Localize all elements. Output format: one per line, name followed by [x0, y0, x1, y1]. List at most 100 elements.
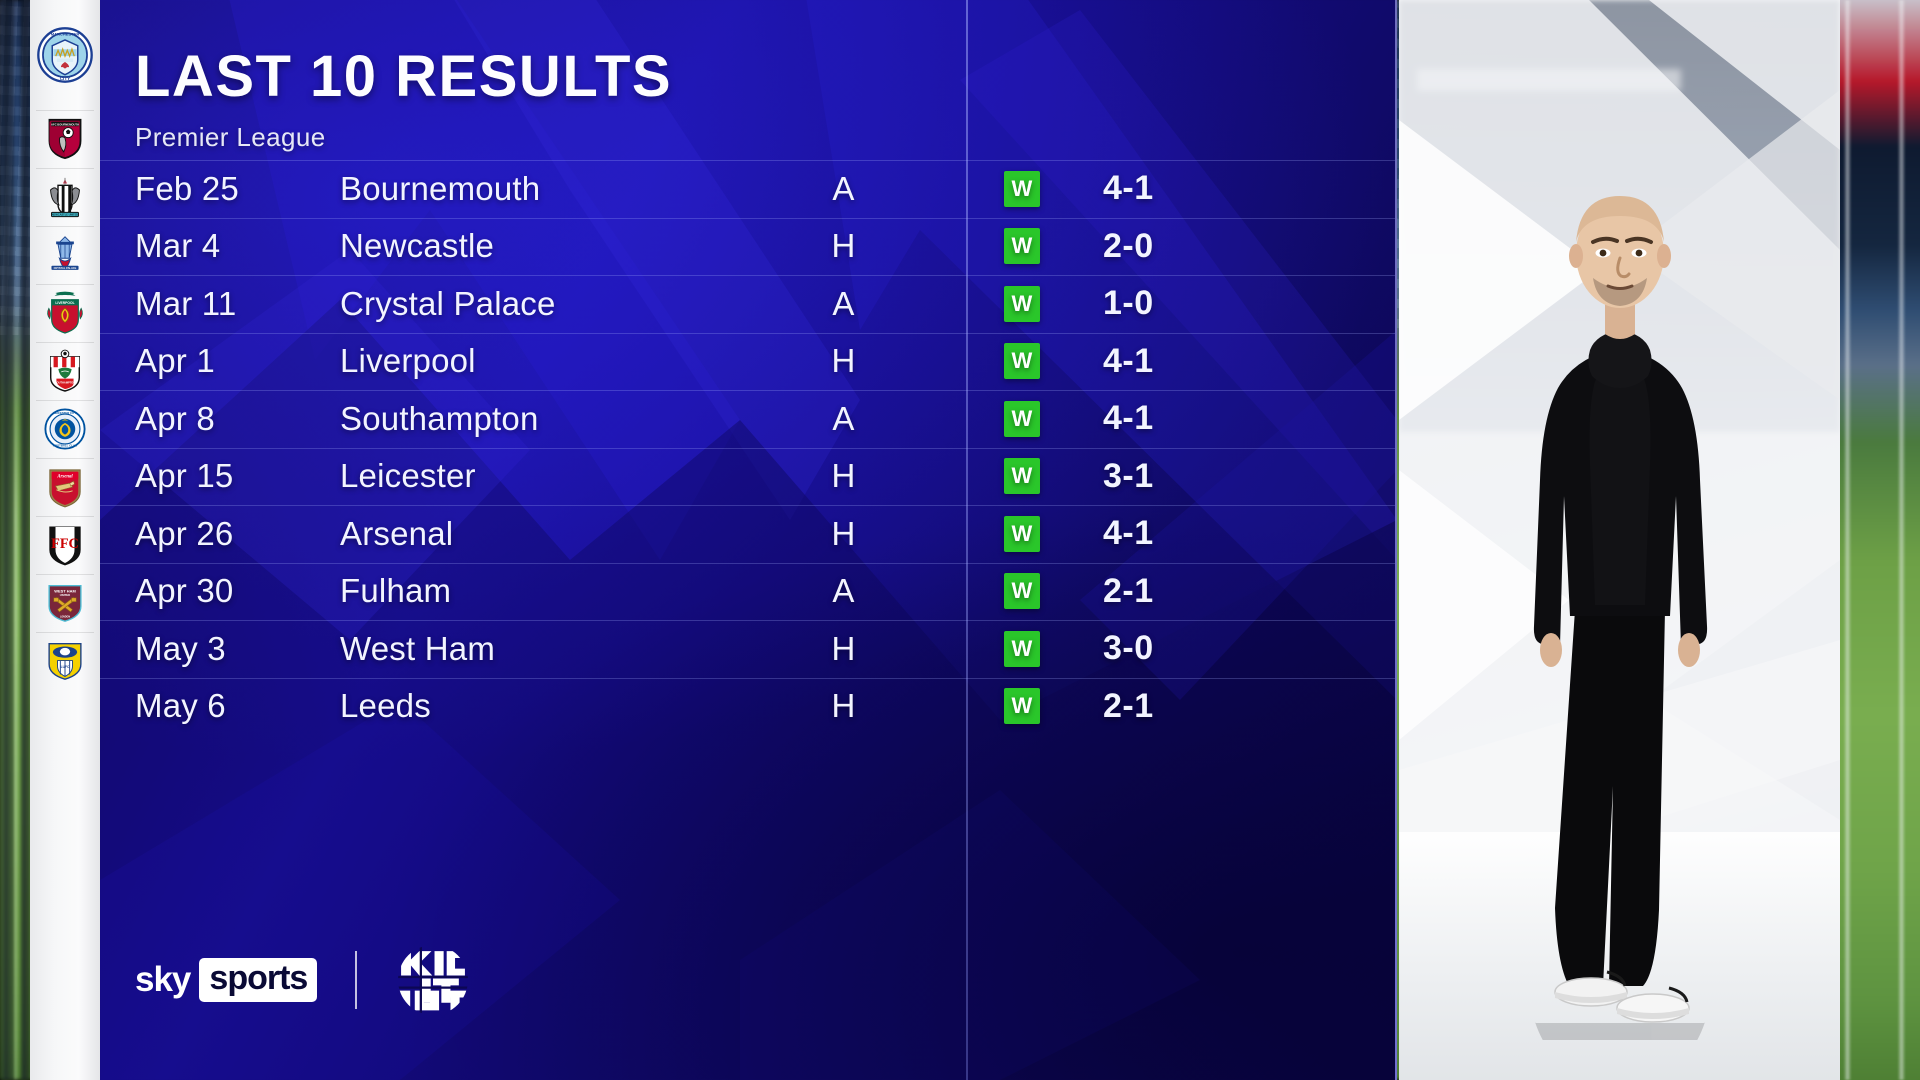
cell-score: 2-1	[1103, 686, 1154, 725]
sports-wordmark: sports	[199, 958, 318, 1002]
cell-result: W	[967, 573, 1077, 610]
sky-sports-logo: sky sports	[135, 958, 318, 1002]
cell-score: 1-0	[1103, 284, 1154, 323]
cell-venue: H	[831, 342, 856, 380]
cell-venue: A	[832, 399, 855, 437]
table-row[interactable]: Mar 4 Newcastle H W 2-0	[100, 217, 1395, 276]
crest-cell-leeds[interactable]: LUFC	[30, 632, 100, 690]
svg-text:UNITED: UNITED	[60, 593, 70, 597]
cell-date: Apr 26	[135, 514, 234, 552]
right-stadium-sliver	[1840, 0, 1920, 1080]
cell-opponent: Crystal Palace	[340, 284, 556, 322]
result-badge-win: W	[1004, 458, 1040, 495]
cell-opponent: Liverpool	[340, 342, 476, 380]
result-badge-win: W	[1004, 630, 1040, 667]
cell-venue: A	[832, 169, 855, 207]
cell-opponent: Bournemouth	[340, 169, 541, 207]
svg-text:LIVERPOOL: LIVERPOOL	[55, 301, 74, 305]
cell-venue: H	[831, 514, 856, 552]
table-row[interactable]: May 3 West Ham H W 3-0	[100, 620, 1395, 678]
cell-result: W	[967, 285, 1077, 322]
cell-result: W	[967, 343, 1077, 380]
table-row[interactable]: May 6 Leeds H W 2-1	[100, 677, 1395, 736]
cell-opponent: Fulham	[340, 572, 452, 610]
crest-cell-leicester[interactable]: LEICESTER CITY FOOTBALL CLUB	[30, 400, 100, 458]
cell-venue: A	[832, 284, 855, 322]
crest-cell-bournemouth[interactable]: AFC BOURNEMOUTH	[30, 110, 100, 168]
cell-venue: H	[831, 457, 856, 495]
svg-text:LUFC: LUFC	[61, 665, 70, 669]
newcastle-crest: NEWCASTLE UNITED	[50, 177, 80, 218]
cell-result: W	[967, 458, 1077, 495]
table-row[interactable]: Apr 15 Leicester H W 3-1	[100, 447, 1395, 506]
crest-cell-southampton[interactable]: SOUTHAMPTON	[30, 342, 100, 400]
cell-opponent: Leicester	[340, 457, 476, 495]
crest-cell-crystal-palace[interactable]: CRYSTAL PALACE	[30, 226, 100, 284]
crest-cell-fulham[interactable]: FFC	[30, 516, 100, 574]
advert-board	[1416, 69, 1682, 91]
svg-text:FOOTBALL CLUB: FOOTBALL CLUB	[53, 444, 77, 448]
result-badge-win: W	[1004, 400, 1040, 437]
cell-date: Mar 11	[135, 284, 237, 322]
cell-result: W	[967, 170, 1077, 207]
crest-cell-manchester-city[interactable]: MANCHESTER CITY	[30, 0, 100, 110]
table-row[interactable]: Apr 26 Arsenal H W 4-1	[100, 505, 1395, 563]
crest-cell-liverpool[interactable]: LIVERPOOL	[30, 284, 100, 342]
result-badge-win: W	[1004, 228, 1040, 265]
crystal-palace-crest: CRYSTAL PALACE	[51, 236, 79, 270]
stadium-pillar	[0, 0, 14, 1080]
results-panel: LAST 10 RESULTS Premier League Feb 25 Bo…	[100, 0, 1397, 1080]
page-subtitle: Premier League	[135, 122, 326, 152]
cell-venue: A	[832, 572, 855, 610]
cell-date: Apr 30	[135, 572, 234, 610]
bournemouth-crest: AFC BOURNEMOUTH	[48, 118, 82, 160]
logo-divider	[355, 951, 358, 1009]
cell-score: 3-1	[1103, 456, 1154, 495]
result-badge-win: W	[1004, 573, 1040, 610]
club-crest-rail: MANCHESTER CITY AFC BOURNEMOUTH	[30, 0, 100, 1080]
cell-result: W	[967, 630, 1077, 667]
result-badge-win: W	[1004, 515, 1040, 552]
manager-figure	[1533, 196, 1708, 1040]
result-badge-win: W	[1004, 688, 1040, 725]
cell-opponent: West Ham	[340, 629, 496, 667]
crest-cell-west-ham[interactable]: WEST HAM UNITED LONDON	[30, 574, 100, 632]
arsenal-crest: Arsenal	[49, 469, 81, 508]
table-row[interactable]: Apr 30 Fulham A W 2-1	[100, 562, 1395, 621]
fulham-crest: FFC	[49, 526, 81, 566]
table-row[interactable]: Apr 1 Liverpool H W 4-1	[100, 332, 1395, 391]
panel-shading	[100, 0, 1395, 1080]
southampton-crest: SOUTHAMPTON	[50, 349, 80, 392]
cell-date: Apr 15	[135, 457, 234, 495]
cell-result: W	[967, 515, 1077, 552]
result-badge-win: W	[1004, 285, 1040, 322]
cell-date: May 3	[135, 629, 226, 667]
table-row[interactable]: Mar 11 Crystal Palace A W 1-0	[100, 275, 1395, 333]
cell-score: 4-1	[1103, 399, 1154, 438]
crest-cell-arsenal[interactable]: Arsenal	[30, 458, 100, 516]
svg-text:CITY: CITY	[60, 76, 71, 81]
crest-cell-newcastle[interactable]: NEWCASTLE UNITED	[30, 168, 100, 226]
svg-text:AFC BOURNEMOUTH: AFC BOURNEMOUTH	[51, 122, 79, 126]
liverpool-crest: LIVERPOOL	[47, 291, 83, 334]
table-row[interactable]: Feb 25 Bournemouth A W 4-1	[100, 160, 1395, 218]
stadium-pillar	[20, 0, 30, 1080]
cell-score: 2-1	[1103, 571, 1154, 610]
cell-score: 4-1	[1103, 341, 1154, 380]
svg-text:LEICESTER CITY: LEICESTER CITY	[54, 411, 77, 415]
panel-header: LAST 10 RESULTS Premier League	[135, 48, 672, 153]
table-row[interactable]: Apr 8 Southampton A W 4-1	[100, 390, 1395, 448]
cell-opponent: Leeds	[340, 687, 431, 725]
svg-text:LONDON: LONDON	[60, 616, 70, 618]
cell-opponent: Arsenal	[340, 514, 454, 552]
cell-score: 4-1	[1103, 514, 1154, 553]
cell-venue: H	[831, 629, 856, 667]
cell-opponent: Newcastle	[340, 227, 495, 265]
west-ham-crest: WEST HAM UNITED LONDON	[48, 585, 82, 622]
cell-score: 2-0	[1103, 226, 1154, 265]
cell-result: W	[967, 400, 1077, 437]
leicester-crest: LEICESTER CITY FOOTBALL CLUB	[44, 408, 86, 450]
svg-text:FFC: FFC	[51, 536, 79, 552]
cell-date: May 6	[135, 687, 226, 725]
